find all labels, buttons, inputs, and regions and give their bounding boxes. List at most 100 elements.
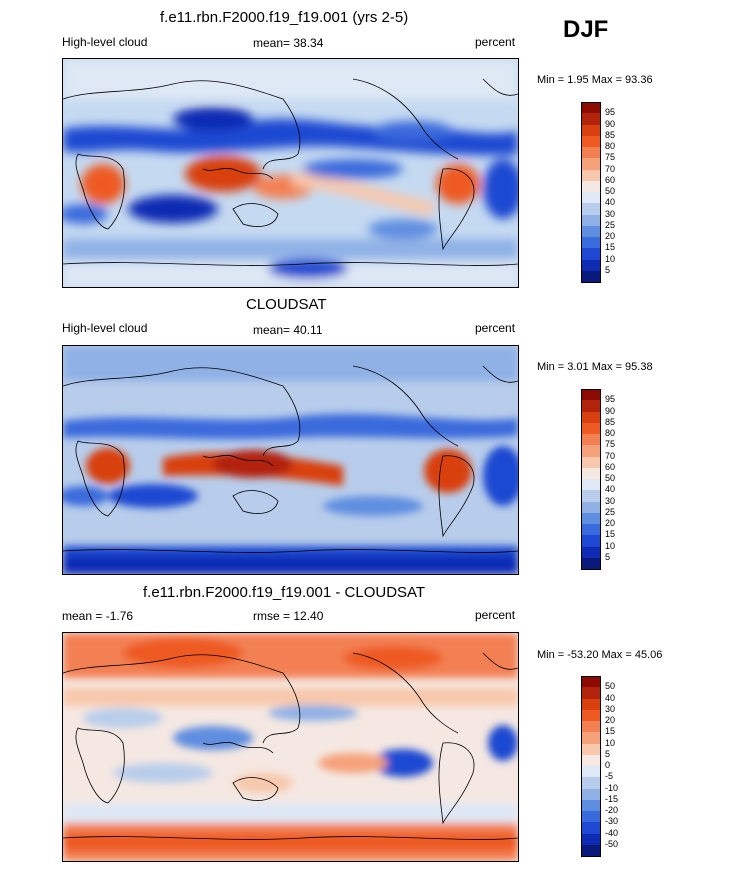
- colorbar-tick-label: 20: [605, 231, 616, 241]
- colorbar-cell: [581, 799, 601, 811]
- panel-3-title: f.e11.rbn.F2000.f19_f19.001 - CLOUDSAT: [143, 584, 426, 601]
- colorbar-cell: [581, 743, 601, 755]
- colorbar-cell: [581, 135, 601, 147]
- colorbar-cell: [581, 192, 601, 204]
- colorbar-cell: [581, 411, 601, 423]
- colorbar-tick-label: 60: [605, 461, 616, 472]
- colorbar-tick-label: 50: [605, 186, 616, 196]
- colorbar-cell: [581, 422, 601, 434]
- colorbar-cell: [581, 687, 601, 699]
- panel-2-map: [62, 345, 519, 575]
- colorbar-tick-label: -20: [605, 805, 619, 815]
- colorbar-tick-label: 75: [605, 439, 616, 450]
- colorbar-cell: [581, 754, 601, 766]
- colorbar-tick-label: 30: [605, 208, 616, 219]
- colorbar-cell: [581, 811, 601, 823]
- colorbar-tick-label: 90: [605, 405, 616, 416]
- colorbar-tick-label: 5: [605, 551, 611, 562]
- colorbar-tick-label: 75: [605, 152, 616, 163]
- panel-3-units: percent: [475, 608, 516, 622]
- colorbar-cell: [581, 788, 601, 800]
- colorbar-tick-label: 70: [605, 450, 616, 461]
- panel-1-map: [62, 58, 519, 288]
- panel-2-units: percent: [475, 321, 516, 335]
- colorbar-tick-label: 40: [605, 484, 616, 495]
- colorbar-tick-label: 85: [605, 129, 616, 140]
- colorbar-tick-label: 40: [605, 197, 616, 208]
- colorbar-cell: [581, 524, 601, 536]
- colorbar-cell: [581, 456, 601, 468]
- colorbar-cell: [581, 445, 601, 457]
- colorbar-tick-label: 50: [605, 681, 616, 692]
- colorbar-tick-label: 20: [605, 715, 616, 725]
- panel-2-title: CLOUDSAT: [246, 296, 327, 313]
- colorbar-cell: [581, 766, 601, 778]
- colorbar-tick-label: 50: [605, 473, 616, 483]
- panel-1-mean: mean= 38.34: [253, 36, 324, 50]
- colorbar-tick-label: 10: [605, 540, 616, 551]
- colorbar-tick-label: 95: [605, 107, 616, 118]
- panel-3-minmax: Min = -53.20 Max = 45.06: [537, 649, 663, 661]
- colorbar-cell: [581, 501, 601, 513]
- colorbar-tick-label: 5: [605, 748, 611, 759]
- colorbar-tick-label: 95: [605, 394, 616, 405]
- panel-2-mean: mean= 40.11: [253, 323, 323, 337]
- colorbar-cell: [581, 676, 601, 689]
- colorbar-cell: [581, 434, 601, 446]
- colorbar-cell: [581, 721, 601, 733]
- colorbar-cell: [581, 270, 601, 283]
- panel-3-mean: mean = -1.76: [62, 609, 134, 623]
- panel-1-units: percent: [475, 35, 516, 49]
- panel-2-minmax: Min = 3.01 Max = 95.38: [537, 361, 653, 373]
- panel-1-minmax: Min = 1.95 Max = 93.36: [537, 74, 653, 86]
- colorbar-cell: [581, 169, 601, 181]
- season-label: DJF: [563, 16, 609, 43]
- panel-3-rmse: rmse = 12.40: [253, 609, 324, 623]
- colorbar-cell: [581, 822, 601, 834]
- colorbar-tick-label: -10: [605, 782, 619, 793]
- colorbar-cell: [581, 467, 601, 479]
- colorbar-cell: [581, 844, 601, 857]
- colorbar-cell: [581, 237, 601, 249]
- colorbar-cell: [581, 248, 601, 260]
- colorbar-cell: [581, 214, 601, 226]
- colorbar-tick-label: 40: [605, 692, 616, 703]
- colorbar-cell: [581, 400, 601, 412]
- colorbar-tick-label: -30: [605, 816, 619, 827]
- colorbar-tick-label: 30: [605, 703, 616, 714]
- colorbar-cell: [581, 102, 601, 115]
- colorbar-tick-label: 15: [605, 242, 616, 253]
- colorbar-cell: [581, 203, 601, 215]
- colorbar-tick-label: 10: [605, 737, 616, 748]
- colorbar-tick-label: 60: [605, 174, 616, 185]
- colorbar-cell: [581, 777, 601, 789]
- panel-3-colorbar: [581, 676, 601, 858]
- colorbar-tick-label: -5: [605, 771, 614, 782]
- panel-2-left-label: High-level cloud: [62, 321, 148, 335]
- colorbar-cell: [581, 557, 601, 570]
- colorbar-cell: [581, 124, 601, 136]
- panel-3-map: [62, 632, 519, 862]
- colorbar-tick-label: 0: [605, 760, 611, 770]
- colorbar-cell: [581, 225, 601, 237]
- colorbar-cell: [581, 147, 601, 159]
- colorbar-cell: [581, 113, 601, 125]
- panel-1-title: f.e11.rbn.F2000.f19_f19.001 (yrs 2-5): [160, 9, 409, 26]
- colorbar-cell: [581, 158, 601, 170]
- panel-1-colorbar: [581, 102, 601, 284]
- colorbar-tick-label: 20: [605, 518, 616, 528]
- colorbar-tick-label: 85: [605, 416, 616, 427]
- panel-1-left-label: High-level cloud: [62, 35, 148, 49]
- colorbar-tick-label: 80: [605, 141, 616, 151]
- colorbar-cell: [581, 535, 601, 547]
- colorbar-tick-label: 25: [605, 506, 616, 517]
- colorbar-tick-label: 70: [605, 163, 616, 174]
- colorbar-tick-label: 90: [605, 118, 616, 129]
- panel-2-colorbar: [581, 389, 601, 571]
- colorbar-cell: [581, 546, 601, 558]
- colorbar-cell: [581, 512, 601, 524]
- colorbar-tick-label: 10: [605, 253, 616, 264]
- colorbar-tick-label: 15: [605, 726, 616, 737]
- colorbar-cell: [581, 709, 601, 721]
- colorbar-tick-label: -50: [605, 838, 619, 849]
